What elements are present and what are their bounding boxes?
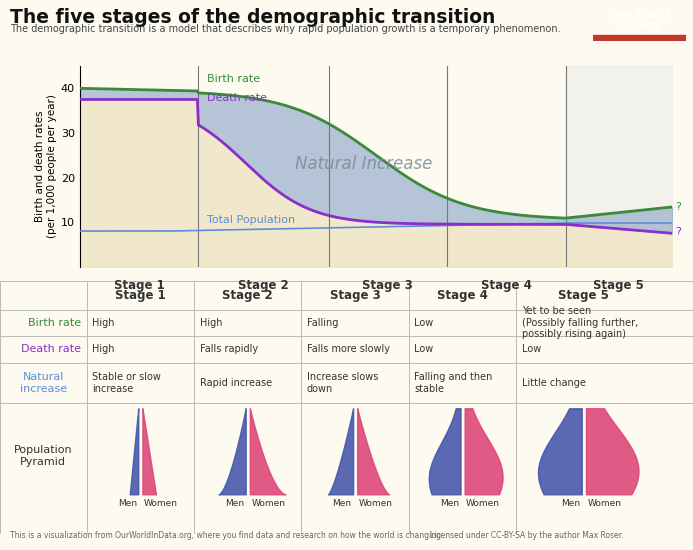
- Text: Women: Women: [144, 499, 178, 508]
- Text: Population
Pyramid: Population Pyramid: [14, 445, 73, 466]
- Text: Men: Men: [561, 499, 581, 508]
- Text: The demographic transition is a model that describes why rapid population growth: The demographic transition is a model th…: [10, 24, 561, 34]
- Text: Stage 5: Stage 5: [559, 289, 609, 301]
- Text: Men: Men: [225, 499, 245, 508]
- Text: Women: Women: [588, 499, 622, 508]
- Text: Falls rapidly: Falls rapidly: [200, 344, 258, 354]
- Text: Stage 1: Stage 1: [114, 279, 164, 292]
- Text: Birth rate: Birth rate: [28, 318, 81, 328]
- Text: Falling and then
stable: Falling and then stable: [414, 372, 493, 394]
- Y-axis label: Birth and death rates
(per 1,000 people per year): Birth and death rates (per 1,000 people …: [35, 95, 57, 238]
- Text: Stage 3: Stage 3: [362, 279, 413, 292]
- Text: Stage 1: Stage 1: [115, 289, 166, 301]
- Text: Stage 2: Stage 2: [238, 279, 289, 292]
- Text: Women: Women: [466, 499, 500, 508]
- Text: Men: Men: [118, 499, 137, 508]
- Text: High: High: [200, 318, 222, 328]
- Text: Death rate: Death rate: [207, 93, 267, 103]
- Text: Stage 3: Stage 3: [330, 289, 380, 301]
- Text: Yet to be seen
(Possibly falling further,
possibly rising again): Yet to be seen (Possibly falling further…: [522, 306, 638, 339]
- Text: Stable or slow
increase: Stable or slow increase: [92, 372, 161, 394]
- Text: Stage 4: Stage 4: [481, 279, 532, 292]
- Text: High: High: [92, 344, 114, 354]
- Text: High: High: [92, 318, 114, 328]
- Text: Licensed under CC-BY-SA by the author Max Roser.: Licensed under CC-BY-SA by the author Ma…: [430, 531, 623, 540]
- Text: Women: Women: [252, 499, 286, 508]
- Text: Our World: Our World: [610, 10, 669, 20]
- Text: Stage 5: Stage 5: [593, 279, 644, 292]
- Text: Natural
increase: Natural increase: [19, 372, 67, 394]
- Text: Stage 4: Stage 4: [437, 289, 488, 301]
- Text: Death rate: Death rate: [21, 344, 81, 354]
- Text: Total Population: Total Population: [207, 215, 295, 225]
- Text: Rapid increase: Rapid increase: [200, 378, 272, 388]
- Text: ?: ?: [675, 227, 681, 237]
- Text: Stage 2: Stage 2: [222, 289, 273, 301]
- Text: Birth rate: Birth rate: [207, 74, 260, 84]
- Text: Falls more slowly: Falls more slowly: [307, 344, 390, 354]
- Text: ?: ?: [675, 202, 681, 212]
- Text: in Data: in Data: [618, 20, 660, 31]
- Text: Low: Low: [414, 318, 434, 328]
- Text: Men: Men: [333, 499, 352, 508]
- Text: Falling: Falling: [307, 318, 338, 328]
- Text: Low: Low: [414, 344, 434, 354]
- Text: Women: Women: [359, 499, 393, 508]
- Text: Men: Men: [440, 499, 459, 508]
- Text: Low: Low: [522, 344, 541, 354]
- Bar: [593, 35, 686, 41]
- Text: Little change: Little change: [522, 378, 586, 388]
- Text: Increase slows
down: Increase slows down: [307, 372, 378, 394]
- Text: Natural Increase: Natural Increase: [295, 155, 433, 173]
- Text: The five stages of the demographic transition: The five stages of the demographic trans…: [10, 8, 495, 28]
- Text: This is a visualization from OurWorldInData.org, where you find data and researc: This is a visualization from OurWorldInD…: [10, 531, 444, 540]
